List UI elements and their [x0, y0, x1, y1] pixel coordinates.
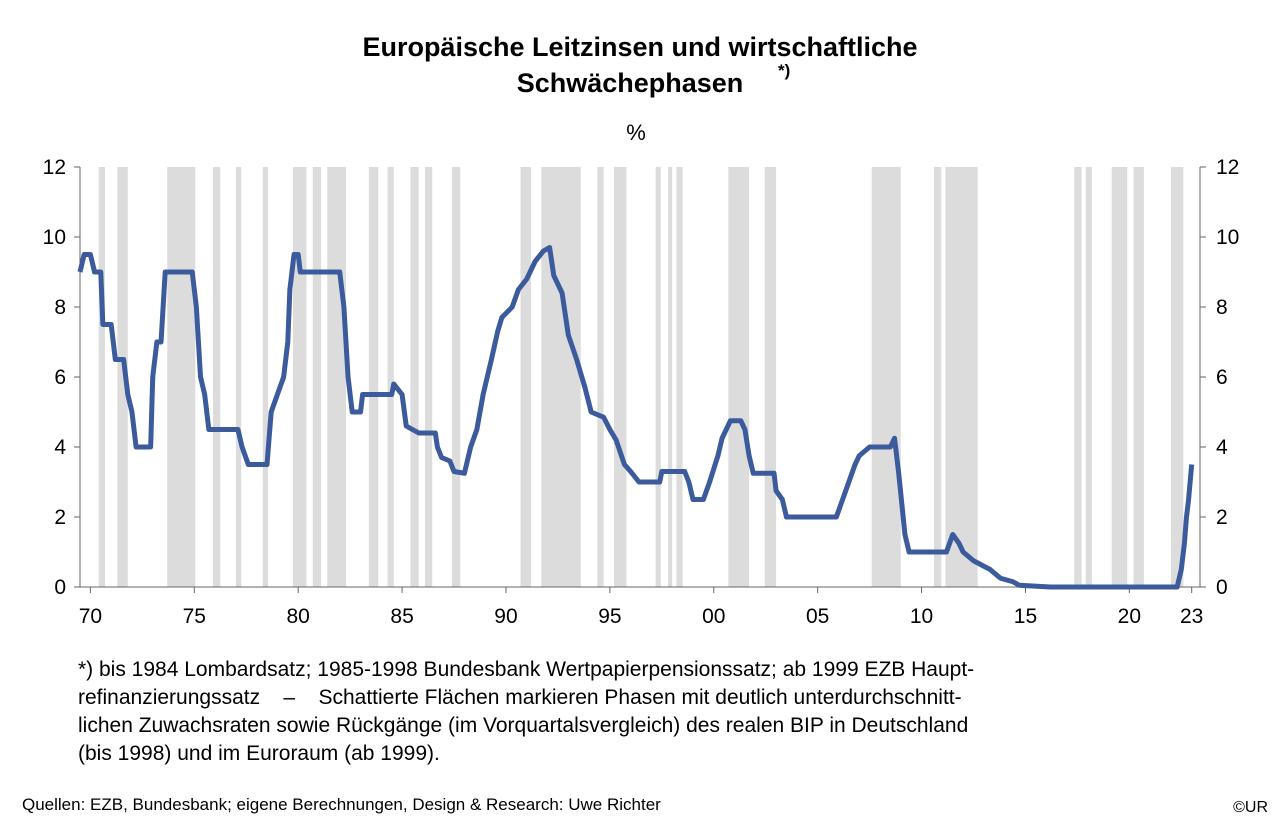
x-tick-label: 75: [183, 605, 206, 628]
y-tick-label: 0: [54, 576, 66, 599]
shaded-phase: [1085, 167, 1092, 587]
y-tick-label: 2: [54, 506, 66, 529]
shaded-phase: [451, 167, 461, 587]
shaded-phase: [387, 167, 394, 587]
shaded-phase: [668, 167, 673, 587]
shaded-phase: [327, 167, 346, 587]
shaded-phase: [410, 167, 419, 587]
shaded-phase: [167, 167, 196, 587]
footnote-line: lichen Zuwachsraten sowie Rückgänge (im …: [78, 714, 968, 737]
shaded-phase: [235, 167, 242, 587]
x-tick-label: 80: [287, 605, 310, 628]
y2-tick-label: 4: [1216, 436, 1228, 459]
shaded-phase: [871, 167, 901, 587]
source: Quellen: EZB, Bundesbank; eigene Berechn…: [22, 795, 661, 814]
shaded-phase: [262, 167, 269, 587]
shaded-phase: [1074, 167, 1082, 587]
shaded-phase: [312, 167, 322, 587]
footnote: *) bis 1984 Lombardsatz; 1985-1998 Bunde…: [78, 658, 974, 765]
y2-tick-label: 12: [1216, 156, 1239, 179]
y-tick-label: 10: [43, 226, 66, 249]
shaded-phase: [424, 167, 433, 587]
shaded-phase: [1133, 167, 1144, 587]
y2-tick-label: 2: [1216, 506, 1228, 529]
footnote-line: (bis 1998) und im Euroraum (ab 1999).: [78, 742, 440, 765]
shaded-phase: [728, 167, 750, 587]
x-tick-label: 15: [1014, 605, 1037, 628]
y-unit: %: [626, 120, 646, 145]
shaded-phase: [520, 167, 531, 587]
y-tick-label: 4: [54, 436, 66, 459]
footnote-line: refinanzierungssatz – Schattierte Fläche…: [78, 686, 962, 709]
shaded-phase: [117, 167, 128, 587]
copyright: ©UR: [1233, 799, 1268, 816]
shaded-phase: [1111, 167, 1128, 587]
shaded-phase: [212, 167, 221, 587]
shaded-phase: [764, 167, 777, 587]
chart-title: Europäische Leitzinsen und wirtschaftlic…: [362, 32, 917, 62]
shaded-phase: [614, 167, 627, 587]
x-tick-label: 10: [910, 605, 933, 628]
shaded-phase: [934, 167, 942, 587]
shaded-phase: [98, 167, 105, 587]
y2-tick-label: 8: [1216, 296, 1228, 319]
shaded-phase: [368, 167, 379, 587]
x-tick-label: 05: [806, 605, 829, 628]
shaded-phase: [597, 167, 604, 587]
x-tick-label: 23: [1180, 605, 1203, 628]
chart-title: Schwächephasen: [517, 68, 744, 98]
y2-tick-label: 10: [1216, 226, 1239, 249]
x-tick-label: 00: [702, 605, 725, 628]
y-tick-label: 6: [54, 366, 66, 389]
shaded-phase: [1170, 167, 1184, 587]
y-tick-label: 8: [54, 296, 66, 319]
y2-tick-label: 6: [1216, 366, 1228, 389]
x-tick-label: 90: [494, 605, 517, 628]
x-tick-label: 95: [598, 605, 621, 628]
x-tick-label: 85: [390, 605, 413, 628]
shaded-phase: [541, 167, 581, 587]
shaded-phase: [676, 167, 683, 587]
y2-tick-label: 0: [1216, 576, 1228, 599]
y-tick-label: 12: [43, 156, 66, 179]
shaded-phase: [292, 167, 307, 587]
title-note: *): [778, 61, 790, 80]
shaded-phase: [655, 167, 661, 587]
x-tick-label: 70: [79, 605, 102, 628]
shaded-phase: [945, 167, 978, 587]
footnote-line: *) bis 1984 Lombardsatz; 1985-1998 Bunde…: [78, 658, 974, 681]
x-tick-label: 20: [1118, 605, 1141, 628]
rate-line: [77, 245, 1195, 590]
